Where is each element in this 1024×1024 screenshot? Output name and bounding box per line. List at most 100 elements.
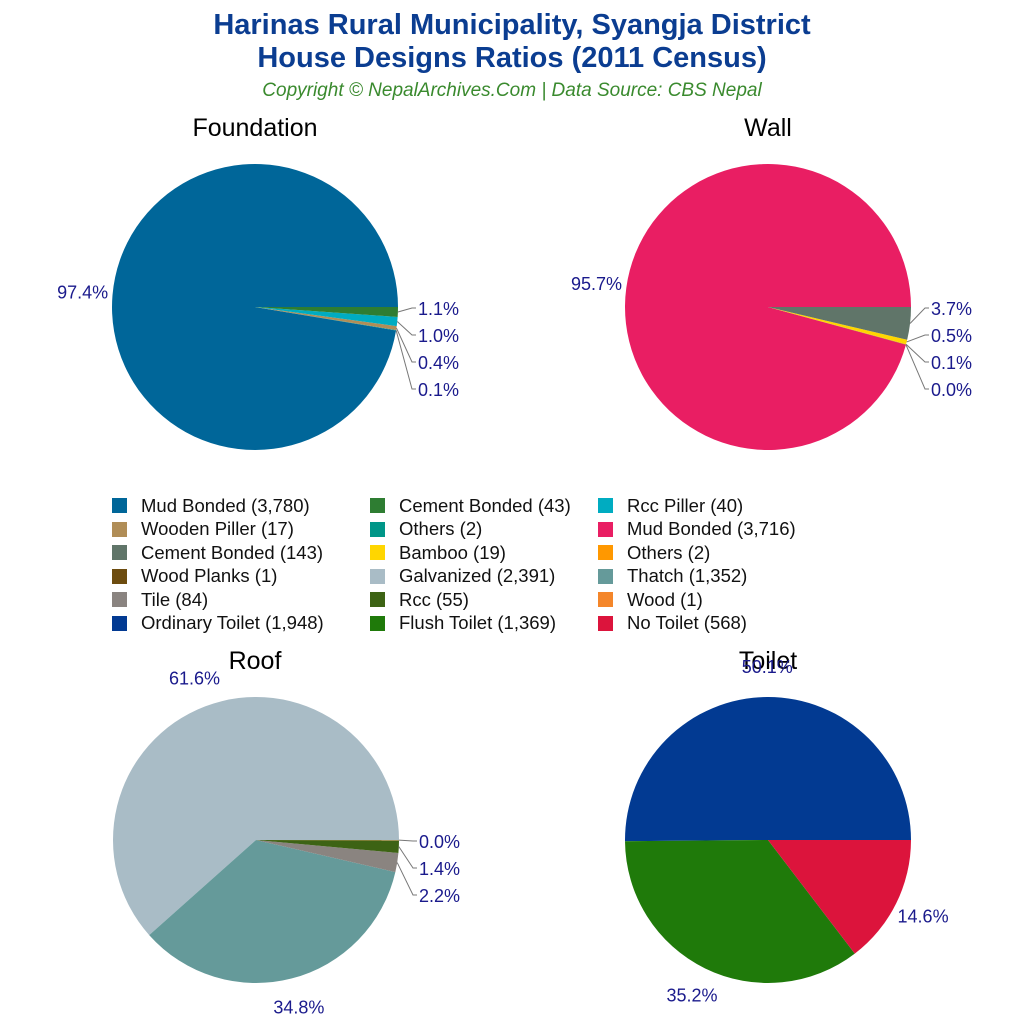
slice-percent-label: 34.8% [273,998,324,1018]
wall-pie: 95.7% 3.7% 0.5% 0.1% 0.0% [571,164,972,450]
slice-percent-label: 2.2% [419,886,460,906]
foundation-pie: 97.4% 1.1% 1.0% 0.4% 0.1% [57,163,459,450]
pie-slice [625,840,855,983]
slice-percent-label: 0.0% [931,380,972,400]
pie-slice [255,307,397,331]
pie-slice [255,307,397,331]
slice-percent-label: 0.0% [419,832,460,852]
slice-percent-label: 97.4% [57,283,108,303]
legend-swatch [112,498,127,514]
legend-item: Mud Bonded (3,780) [112,494,370,518]
legend-label: Rcc Piller (40) [627,494,744,516]
legend-swatch [112,521,127,537]
slice-percent-label: 61.6% [169,668,220,688]
legend-item: Cement Bonded (143) [112,541,370,565]
legend-label: No Toilet (568) [627,612,747,634]
slice-percent-label: 0.4% [418,353,459,373]
legend-label: Others (2) [627,541,711,563]
slice-percent-label: 1.4% [419,859,460,879]
legend-swatch [112,545,127,561]
pie-slice [625,696,911,842]
roof-pie-title: Roof [228,647,282,675]
slice-percent-label: 35.2% [666,985,717,1005]
pie-slice [768,307,911,340]
legend-item: Wood Planks (1) [112,565,370,589]
legend-item: Ordinary Toilet (1,948) [112,612,370,636]
pie-slice [768,307,907,345]
legend-swatch [370,568,385,584]
pie-slice [768,307,908,345]
legend-item: No Toilet (568) [598,612,858,636]
legend-item: Cement Bonded (43) [370,494,598,518]
legend-swatch [598,568,613,584]
legend-swatch [370,521,385,537]
pie-slice [113,697,400,936]
chart-legend: Mud Bonded (3,780) Cement Bonded (43) Rc… [112,494,858,635]
legend-swatch [598,521,613,537]
slice-percent-label: 50.1% [742,657,793,677]
legend-label: Wooden Piller (17) [141,518,294,540]
legend-swatch [598,615,613,631]
foundation-pie-title: Foundation [192,114,318,142]
slice-percent-label: 0.1% [418,380,459,400]
legend-item: Flush Toilet (1,369) [370,612,598,636]
legend-swatch [598,592,613,608]
legend-label: Flush Toilet (1,369) [399,612,556,634]
legend-item: Rcc (55) [370,588,598,612]
legend-label: Bamboo (19) [399,541,506,563]
pie-slice [768,840,911,954]
chart-title-line1: Harinas Rural Municipality, Syangja Dist… [213,9,811,41]
chart-title-line2: House Designs Ratios (2011 Census) [257,42,767,74]
pie-slice [255,307,398,317]
legend-label: Wood (1) [627,588,703,610]
legend-swatch [370,545,385,561]
toilet-pie-title: Toilet [738,647,798,675]
roof-pie: 61.6% 34.8% 0.0% 1.4% 2.2% [113,668,460,1018]
legend-label: Others (2) [399,518,483,540]
legend-swatch [112,592,127,608]
chart-subtitle: Copyright © NepalArchives.Com | Data Sou… [262,80,762,101]
legend-swatch [370,592,385,608]
legend-item: Bamboo (19) [370,541,598,565]
slice-percent-label: 1.0% [418,326,459,346]
pie-slice [256,840,399,873]
legend-item: Rcc Piller (40) [598,494,858,518]
pie-slice [111,163,398,450]
legend-label: Thatch (1,352) [627,565,748,587]
slice-percent-label: 95.7% [571,274,622,294]
legend-item: Wood (1) [598,588,858,612]
legend-label: Ordinary Toilet (1,948) [141,612,324,634]
legend-item: Others (2) [370,518,598,542]
slice-percent-label: 14.6% [898,907,949,927]
legend-swatch [112,568,127,584]
legend-label: Mud Bonded (3,716) [627,518,796,540]
legend-item: Galvanized (2,391) [370,565,598,589]
legend-label: Rcc (55) [399,588,469,610]
legend-label: Wood Planks (1) [141,565,278,587]
pie-slice [255,307,398,327]
legend-swatch [112,615,127,631]
slice-percent-label: 3.7% [931,299,972,319]
pie-slice [256,840,399,853]
legend-item: Wooden Piller (17) [112,518,370,542]
legend-swatch [370,615,385,631]
legend-swatch [370,498,385,514]
slice-percent-label: 1.1% [418,299,459,319]
legend-item: Tile (84) [112,588,370,612]
legend-swatch [598,498,613,514]
legend-label: Galvanized (2,391) [399,565,556,587]
legend-label: Mud Bonded (3,780) [141,494,310,516]
slice-percent-label: 0.1% [931,353,972,373]
toilet-pie: 50.1% 35.2% 14.6% [625,657,949,1005]
legend-label: Cement Bonded (143) [141,541,324,563]
legend-item: Thatch (1,352) [598,565,858,589]
legend-item: Mud Bonded (3,716) [598,518,858,542]
slice-percent-label: 0.5% [931,326,972,346]
legend-label: Cement Bonded (43) [399,494,571,516]
wall-pie-title: Wall [744,114,792,142]
legend-label: Tile (84) [141,588,209,610]
legend-swatch [598,545,613,561]
pie-slice [768,307,906,345]
legend-item: Others (2) [598,541,858,565]
